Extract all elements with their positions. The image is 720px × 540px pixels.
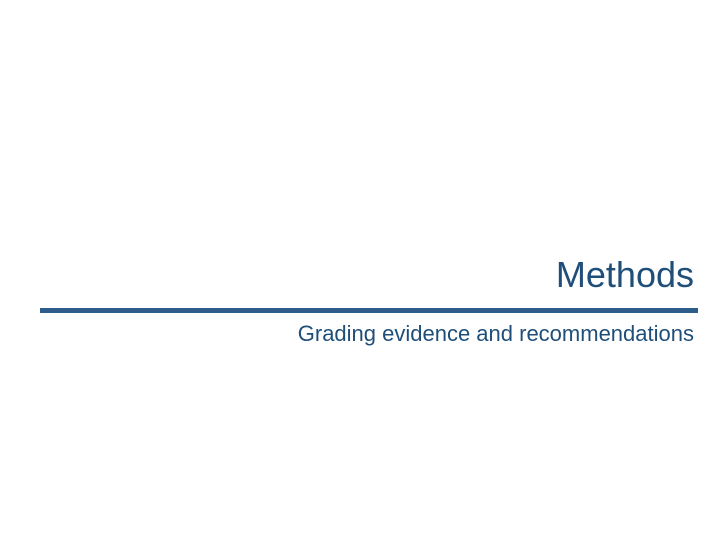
slide-title: Methods xyxy=(40,254,698,306)
title-rule xyxy=(40,308,698,313)
title-block: Methods Grading evidence and recommendat… xyxy=(40,254,698,347)
slide-subtitle: Grading evidence and recommendations xyxy=(40,321,698,347)
